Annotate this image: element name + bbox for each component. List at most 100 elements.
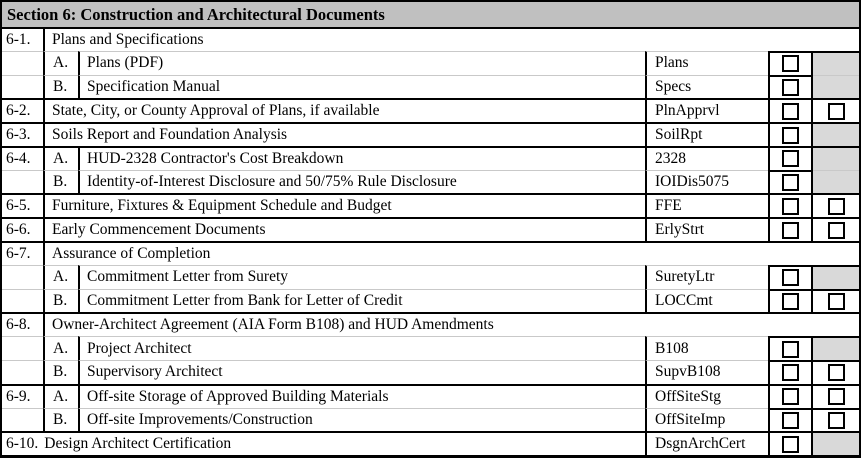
description-cell: State, City, or County Approval of Plans… bbox=[43, 98, 645, 123]
description-cell: Commitment Letter from Bank for Letter o… bbox=[78, 288, 645, 313]
letter-label: A. bbox=[53, 149, 69, 167]
description-text: Identity-of-Interest Disclosure and 50/7… bbox=[87, 173, 457, 191]
checkbox[interactable] bbox=[827, 221, 845, 239]
description-cell: Furniture, Fixtures & Equipment Schedule… bbox=[43, 193, 645, 218]
letter-label: A. bbox=[53, 339, 69, 357]
checkbox[interactable] bbox=[782, 411, 799, 429]
description-cell: Supervisory Architect bbox=[78, 359, 645, 384]
checkbox-cell-1 bbox=[768, 145, 813, 170]
checkbox-cell-2 bbox=[813, 288, 859, 313]
checkbox[interactable] bbox=[782, 197, 799, 215]
checkbox-cell-2 bbox=[813, 264, 859, 289]
description-cell: Off-site Storage of Approved Building Ma… bbox=[78, 383, 645, 408]
code-label: PlnApprvl bbox=[655, 102, 720, 120]
checkbox-cell-1 bbox=[768, 407, 813, 432]
row-number-cell: 6-5. bbox=[2, 193, 43, 217]
checkbox-cell-2 bbox=[813, 74, 859, 99]
checkbox[interactable] bbox=[782, 388, 799, 406]
checkbox[interactable] bbox=[782, 269, 799, 287]
table-row: 6-3. Soils Report and Foundation Analysi… bbox=[2, 122, 859, 146]
letter-cell: A. bbox=[43, 50, 78, 75]
description-text: Early Commencement Documents bbox=[52, 221, 266, 239]
letter-cell: A. bbox=[43, 383, 78, 408]
description-text: Off-site Improvements/Construction bbox=[87, 410, 313, 428]
row-number: 6-1. bbox=[6, 30, 31, 48]
row-number: 6-4. bbox=[6, 149, 31, 167]
table-row: B. Identity-of-Interest Disclosure and 5… bbox=[2, 169, 859, 194]
table-row: 6-1. Plans and Specifications bbox=[2, 27, 859, 51]
row-number: 6-5. bbox=[6, 197, 31, 215]
checklist-rows: 6-1. Plans and Specifications A. Plans (… bbox=[2, 27, 859, 455]
checkbox-cell-1 bbox=[768, 193, 813, 218]
checkbox-cell-2 bbox=[813, 407, 859, 432]
description-text: State, City, or County Approval of Plans… bbox=[52, 102, 380, 120]
checkbox[interactable] bbox=[827, 197, 845, 215]
checkbox[interactable] bbox=[782, 364, 799, 382]
code-label: LOCCmt bbox=[655, 291, 713, 309]
checkbox-cell-1 bbox=[768, 50, 813, 75]
code-label: FFE bbox=[655, 197, 682, 215]
checkbox-cell-1 bbox=[768, 264, 813, 289]
description-text: Plans (PDF) bbox=[87, 54, 164, 72]
code-cell: B108 bbox=[645, 336, 768, 360]
code-cell: SuretyLtr bbox=[645, 264, 768, 289]
code-cell: IOIDis5075 bbox=[645, 169, 768, 194]
description-text: Specification Manual bbox=[87, 77, 220, 95]
checkbox[interactable] bbox=[827, 388, 845, 406]
row-number: 6-9. bbox=[6, 387, 31, 405]
table-row: 6-7. Assurance of Completion bbox=[2, 241, 859, 265]
code-label: ErlyStrt bbox=[655, 221, 705, 239]
letter-cell: A. bbox=[43, 336, 78, 360]
letter-cell: A. bbox=[43, 145, 78, 170]
description-text: Assurance of Completion bbox=[52, 244, 211, 262]
letter-label: A. bbox=[53, 387, 69, 405]
table-row: 6-6. Early Commencement Documents ErlySt… bbox=[2, 217, 859, 242]
row-number-cell bbox=[2, 336, 43, 360]
checkbox[interactable] bbox=[782, 78, 799, 96]
code-cell: ErlyStrt bbox=[645, 217, 768, 242]
row-number-cell bbox=[2, 74, 43, 99]
checkbox-cell-2 bbox=[813, 431, 859, 455]
checkbox[interactable] bbox=[782, 340, 799, 358]
checkbox[interactable] bbox=[782, 221, 799, 239]
description-cell: Assurance of Completion bbox=[43, 241, 859, 265]
checkbox[interactable] bbox=[782, 126, 799, 144]
row-number-cell bbox=[2, 264, 43, 289]
checkbox-cell-1 bbox=[768, 122, 813, 146]
description-text: Owner-Architect Agreement (AIA Form B108… bbox=[52, 316, 494, 334]
checkbox[interactable] bbox=[782, 174, 799, 192]
checkbox-cell-2 bbox=[813, 145, 859, 170]
code-label: SoilRpt bbox=[655, 126, 703, 144]
checkbox[interactable] bbox=[827, 411, 845, 429]
checkbox[interactable] bbox=[827, 364, 845, 382]
description-text: Supervisory Architect bbox=[87, 363, 223, 381]
code-label: IOIDis5075 bbox=[655, 173, 730, 191]
letter-label: B. bbox=[53, 410, 68, 428]
checkbox[interactable] bbox=[782, 55, 799, 73]
row-number-cell bbox=[2, 359, 43, 384]
letter-cell: B. bbox=[43, 74, 78, 99]
code-label: 2328 bbox=[655, 149, 686, 167]
table-row: 6-4. A. HUD-2328 Contractor's Cost Break… bbox=[2, 145, 859, 170]
letter-cell: B. bbox=[43, 359, 78, 384]
table-row: B. Supervisory Architect SupvB108 bbox=[2, 359, 859, 384]
checkbox[interactable] bbox=[782, 435, 799, 453]
checkbox-cell-1 bbox=[768, 431, 813, 455]
checkbox[interactable] bbox=[827, 102, 845, 120]
checkbox[interactable] bbox=[782, 150, 799, 168]
table-row: 6-9. A. Off-site Storage of Approved Bui… bbox=[2, 383, 859, 408]
checkbox-cell-2 bbox=[813, 122, 859, 146]
description-cell: HUD-2328 Contractor's Cost Breakdown bbox=[78, 145, 645, 170]
checkbox-cell-2 bbox=[813, 336, 859, 360]
checkbox-cell-1 bbox=[768, 217, 813, 242]
checkbox[interactable] bbox=[827, 292, 845, 310]
row-number-cell bbox=[2, 288, 43, 313]
description-cell: 6-10. Design Architect Certification bbox=[2, 431, 645, 455]
row-number-cell: 6-7. bbox=[2, 241, 43, 265]
checkbox[interactable] bbox=[782, 292, 799, 310]
row-number-cell: 6-3. bbox=[2, 122, 43, 146]
description-cell: Off-site Improvements/Construction bbox=[78, 407, 645, 432]
row-number: 6-6. bbox=[6, 221, 31, 239]
row-number-cell: 6-8. bbox=[2, 312, 43, 336]
checkbox[interactable] bbox=[782, 102, 799, 120]
